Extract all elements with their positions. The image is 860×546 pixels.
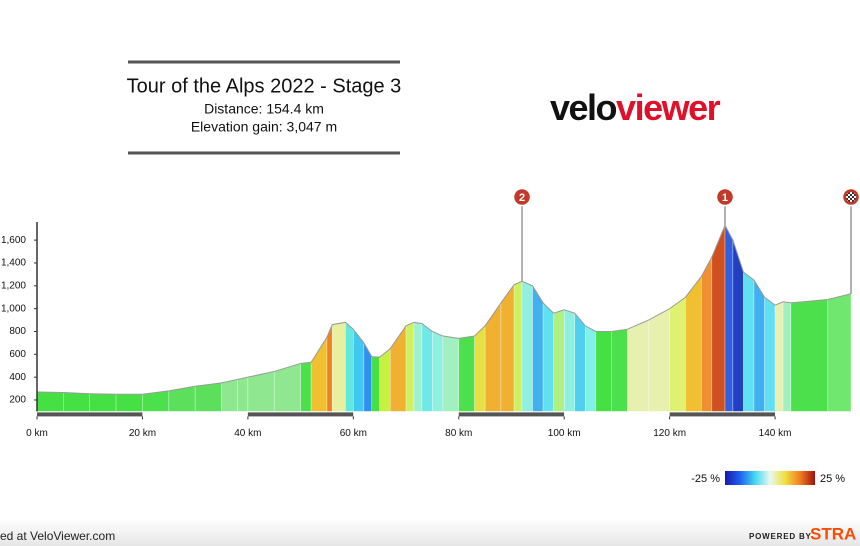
profile-segment <box>63 392 91 412</box>
distance-strip <box>458 412 565 417</box>
x-tick-label: 140 km <box>759 428 792 439</box>
distance-strip <box>353 412 459 417</box>
climb-marker <box>512 187 532 207</box>
distance-strip <box>37 412 143 417</box>
profile-segment <box>513 280 523 412</box>
x-tick-label: 60 km <box>340 428 367 439</box>
y-tick-label: 600 <box>9 349 26 360</box>
profile-segment <box>700 257 713 412</box>
profile-segment <box>247 371 275 412</box>
profile-segment <box>194 382 222 412</box>
y-tick-label: 1,600 <box>1 235 26 246</box>
profile-segment <box>827 293 852 412</box>
profile-segment <box>326 324 333 412</box>
legend-max: 25 % <box>820 473 845 485</box>
profile-segment <box>669 296 686 412</box>
profile-segment <box>484 301 502 412</box>
profile-segment <box>743 271 755 412</box>
profile-segment <box>542 302 554 412</box>
x-tick-label: 100 km <box>548 428 581 439</box>
profile-segment <box>363 341 373 412</box>
profile-segment <box>237 376 249 412</box>
profile-segment <box>221 379 238 412</box>
profile-segment <box>405 321 415 412</box>
profile-segment <box>500 283 515 412</box>
profile-segment <box>413 321 423 412</box>
logo-part: velo <box>550 87 617 128</box>
legend-min: -25 % <box>691 473 720 485</box>
profile-segment <box>611 328 628 412</box>
subtitle: Distance: 154.4 km <box>204 101 324 117</box>
profile-segment <box>790 299 829 412</box>
profile-segment <box>458 335 475 412</box>
profile-segment <box>300 361 312 412</box>
profile-segment <box>432 331 444 412</box>
profile-segment <box>553 309 565 412</box>
profile-segment <box>442 335 460 412</box>
profile-segment <box>627 319 649 412</box>
profile-segment <box>685 275 702 412</box>
x-tick-label: 20 km <box>129 428 156 439</box>
profile-segment <box>345 321 354 412</box>
y-tick-label: 200 <box>9 395 26 406</box>
profile-segment <box>36 391 64 412</box>
profile-segment <box>532 284 544 412</box>
profile-segment <box>310 336 328 412</box>
profile-segment <box>521 280 533 412</box>
strava: STRA <box>810 524 856 543</box>
profile-segment <box>753 279 765 412</box>
y-tick-label: 400 <box>9 372 26 383</box>
plot: 200 400 600 800 1,000 1,200 1,400 1,600 0 km 20 k… <box>1 187 860 485</box>
profile-segment <box>648 308 670 412</box>
profile-segment <box>782 301 792 412</box>
climb-label: 2 <box>519 192 525 204</box>
profile-segment <box>379 347 391 412</box>
profile-segment <box>371 356 380 412</box>
profile-segment <box>331 321 346 412</box>
profile-segment <box>774 301 784 412</box>
distance-strip <box>142 412 248 417</box>
profile-segment <box>389 324 407 412</box>
profile-segment <box>595 331 612 412</box>
logo-part: viewer <box>616 87 721 128</box>
profile-segment <box>89 393 117 412</box>
distance-strip <box>775 412 851 417</box>
chart-title: Tour of the Alps 2022 - Stage 3 <box>127 75 402 97</box>
logo: veloviewer <box>550 87 721 128</box>
climb-marker <box>715 187 735 207</box>
credit: ed at VeloViewer.com <box>0 529 115 543</box>
profile-segment <box>474 325 486 412</box>
x-tick-label: 0 km <box>26 428 48 439</box>
profile-segment <box>563 309 576 412</box>
climb-label: 1 <box>722 192 728 204</box>
profile-segment <box>421 322 433 412</box>
y-tick-label: 1,200 <box>1 280 26 291</box>
profile-segment <box>724 225 734 412</box>
y-tick-label: 800 <box>9 326 26 337</box>
distance-strip <box>564 412 670 417</box>
profile-segment <box>584 325 597 412</box>
finish-flag <box>846 192 856 202</box>
y-tick-label: 1,000 <box>1 303 26 314</box>
profile-outline <box>36 224 852 395</box>
distance-strip <box>247 412 354 417</box>
profile-segment <box>764 296 776 412</box>
powered-by: POWERED BY <box>749 532 812 541</box>
subtitle: Elevation gain: 3,047 m <box>191 119 337 135</box>
distance-strip <box>669 412 776 417</box>
x-tick-label: 40 km <box>234 428 261 439</box>
y-tick-label: 1,400 <box>1 258 26 269</box>
profile-segment <box>115 393 143 412</box>
profile-segment <box>574 312 586 412</box>
footer-band <box>0 518 860 546</box>
legend-bar <box>725 471 815 485</box>
x-tick-label: 80 km <box>445 428 472 439</box>
x-tick-label: 120 km <box>653 428 686 439</box>
